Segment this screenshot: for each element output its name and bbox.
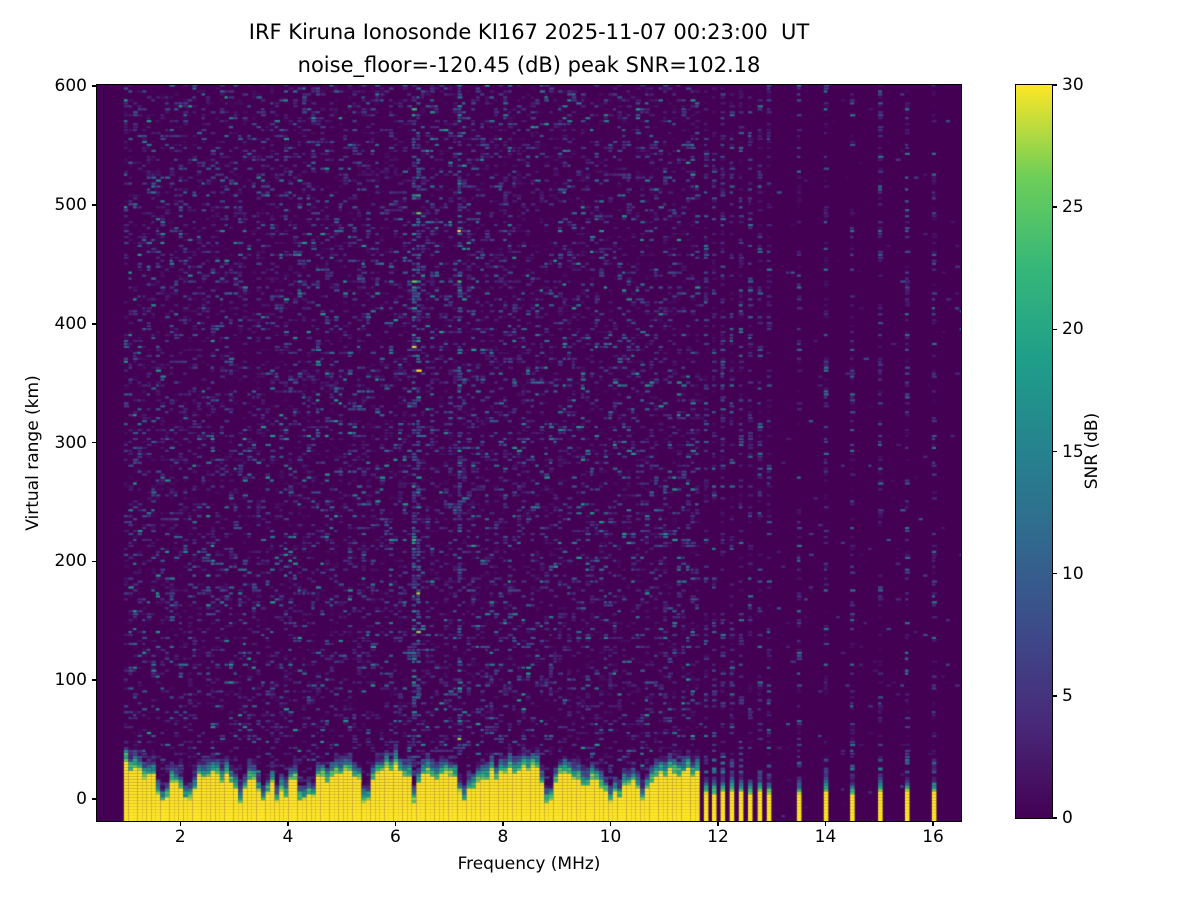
chart-title: IRF Kiruna Ionosonde KI167 2025-11-07 00…: [248, 20, 810, 44]
y-tick-mark: [92, 560, 96, 563]
y-tick-mark: [92, 441, 96, 444]
x-tick-label: 6: [389, 827, 401, 847]
y-tick-label: 200: [54, 551, 87, 572]
chart-subtitle: noise_floor=-120.45 (dB) peak SNR=102.18: [297, 53, 761, 77]
colorbar-tick-label: 5: [1062, 685, 1073, 706]
y-tick-mark: [92, 679, 96, 681]
y-tick-mark: [92, 85, 96, 87]
y-tick-label: 500: [54, 194, 87, 215]
x-tick-mark: [179, 822, 182, 826]
colorbar: [1015, 84, 1053, 819]
x-tick-label: 4: [282, 827, 294, 847]
colorbar-tick-label: 30: [1062, 75, 1084, 95]
x-tick-mark: [394, 822, 397, 826]
x-tick-mark: [287, 822, 289, 826]
x-tick-label: 2: [174, 827, 186, 847]
x-tick-label: 14: [814, 827, 837, 847]
x-tick-label: 12: [707, 827, 729, 847]
colorbar-tick-mark: [1053, 572, 1057, 575]
y-tick-label: 0: [76, 789, 87, 810]
heatmap-canvas: [97, 85, 961, 821]
colorbar-gradient: [1016, 85, 1052, 818]
colorbar-tick-label: 0: [1062, 808, 1073, 828]
colorbar-tick-mark: [1053, 206, 1057, 208]
y-tick-label: 100: [54, 670, 87, 691]
x-tick-label: 10: [599, 827, 622, 847]
colorbar-tick-mark: [1053, 328, 1057, 331]
colorbar-tick-mark: [1053, 695, 1057, 697]
x-tick-label: 16: [922, 827, 944, 847]
y-tick-mark: [92, 204, 96, 206]
y-tick-label: 400: [54, 313, 87, 334]
colorbar-tick-label: 10: [1062, 563, 1084, 584]
colorbar-tick-label: 25: [1062, 197, 1084, 218]
y-axis-label: Virtual range (km): [23, 375, 43, 531]
x-tick-mark: [502, 822, 504, 826]
y-tick-label: 300: [54, 432, 87, 453]
x-tick-label: 8: [497, 827, 509, 847]
y-tick-label: 600: [54, 76, 87, 97]
colorbar-tick-label: 15: [1062, 441, 1084, 462]
x-axis-label: Frequency (MHz): [457, 854, 601, 874]
colorbar-tick-mark: [1053, 450, 1057, 453]
x-tick-mark: [717, 822, 719, 826]
colorbar-tick-mark: [1053, 817, 1057, 819]
y-tick-mark: [92, 323, 96, 325]
x-tick-mark: [824, 822, 827, 826]
y-tick-mark: [92, 798, 96, 800]
colorbar-tick-mark: [1053, 84, 1057, 86]
chart-title-block: IRF Kiruna Ionosonde KI167 2025-11-07 00…: [96, 16, 962, 82]
heatmap-plot: [96, 84, 962, 822]
x-tick-mark: [932, 822, 934, 826]
colorbar-tick-label: 20: [1062, 319, 1084, 340]
x-tick-mark: [609, 822, 612, 826]
